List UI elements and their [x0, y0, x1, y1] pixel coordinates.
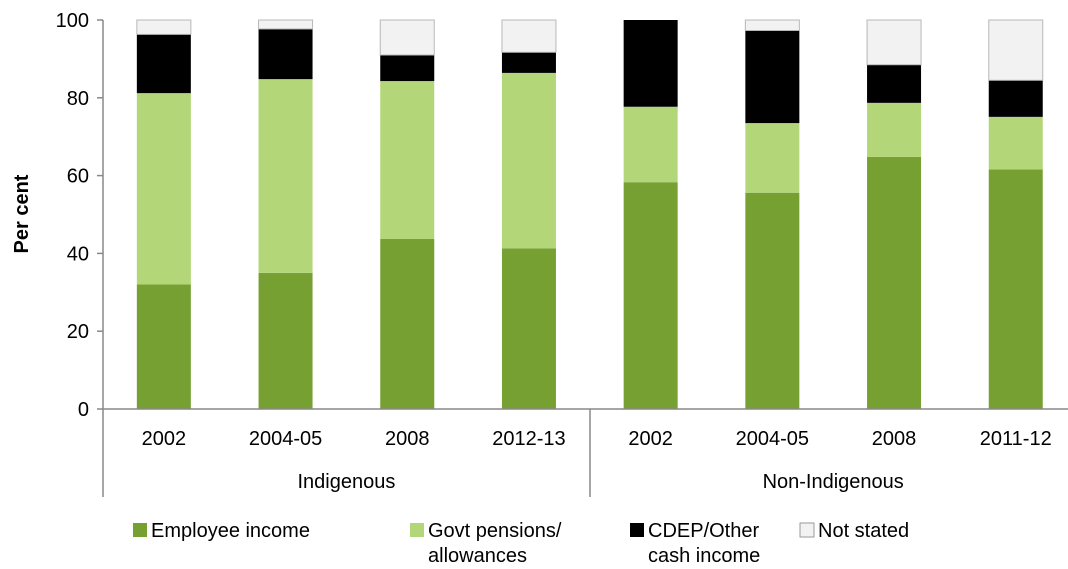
axes-layer	[102, 20, 1068, 497]
bars-layer	[136, 19, 1044, 409]
x-tick-label-6: 2004-05	[736, 428, 809, 450]
y-ticks-layer: 0 20 40 60 80 100	[56, 10, 103, 421]
bar-segment-4-1	[136, 19, 192, 35]
bar-segment-3-1	[136, 34, 191, 94]
y-tick-label-20: 20	[67, 321, 89, 343]
x-tick-label-3: 2008	[385, 428, 430, 450]
y-tick-label-40: 40	[67, 243, 89, 265]
y-tick-label-100: 100	[56, 10, 89, 32]
bar-segment-1-4	[501, 248, 556, 409]
bar-segment-4-2	[258, 19, 314, 30]
bar-segment-1-8	[988, 169, 1043, 409]
bar-segment-4-7	[866, 19, 922, 66]
bar-segment-2-8	[988, 116, 1043, 170]
bar-segment-3-7	[867, 64, 922, 103]
legend-swatch-1	[133, 523, 147, 537]
bar-segment-3-6	[745, 30, 800, 124]
bar-segment-4-8	[988, 19, 1044, 81]
x-labels-layer: 2002 2004-05 2008 2012-13 2002 2004-05 2008 201…	[142, 428, 1052, 450]
y-tick-label-80: 80	[67, 88, 89, 110]
legend-swatch-3	[630, 523, 644, 537]
y-tick-label-0: 0	[78, 399, 89, 421]
bar-segment-3-4	[501, 52, 556, 73]
bar-segment-2-4	[501, 72, 556, 249]
y-tick-label-60: 60	[67, 166, 89, 188]
x-tick-label-7: 2008	[872, 428, 917, 450]
bar-segment-1-2	[258, 272, 313, 409]
bar-segment-3-3	[380, 55, 435, 82]
legend-label-4: Not stated	[818, 520, 909, 542]
bar-segment-1-6	[745, 192, 800, 409]
group-label-2: Non-Indigenous	[763, 471, 904, 493]
x-tick-label-2: 2004-05	[249, 428, 322, 450]
legend-swatch-2	[410, 523, 424, 537]
bar-segment-1-1	[136, 284, 191, 409]
x-tick-label-5: 2002	[628, 428, 673, 450]
group-labels-layer: Indigenous Non-Indigenous	[297, 471, 903, 493]
legend: Employee income Govt pensions/allowances C…	[133, 520, 909, 567]
bar-segment-3-8	[988, 80, 1043, 117]
x-tick-label-1: 2002	[142, 428, 187, 450]
bar-segment-3-5	[623, 20, 678, 107]
bar-segment-1-3	[380, 239, 435, 409]
bar-segment-2-7	[867, 102, 922, 157]
legend-swatch-4	[799, 522, 815, 538]
bar-segment-1-5	[623, 182, 678, 409]
bar-segment-2-3	[380, 81, 435, 240]
bar-segment-2-1	[136, 93, 191, 285]
y-axis-label: Per cent	[11, 174, 33, 253]
bar-segment-4-4	[501, 19, 557, 53]
x-tick-label-8: 2011-12	[980, 428, 1052, 450]
bar-segment-4-3	[379, 19, 435, 56]
legend-label-2-line2: allowances	[428, 545, 527, 567]
bar-segment-3-2	[258, 28, 313, 80]
group-label-1: Indigenous	[297, 471, 395, 493]
legend-label-3: CDEP/Other	[648, 520, 759, 542]
bar-segment-2-5	[623, 106, 678, 183]
legend-label-2: Govt pensions/	[428, 520, 562, 542]
legend-label-1: Employee income	[151, 520, 310, 542]
bar-segment-2-2	[258, 79, 313, 273]
bar-segment-4-6	[744, 19, 800, 32]
bar-segment-1-7	[867, 156, 922, 409]
bar-segment-2-6	[745, 123, 800, 193]
x-tick-label-4: 2012-13	[492, 428, 565, 450]
legend-label-3-line2: cash income	[648, 545, 760, 567]
